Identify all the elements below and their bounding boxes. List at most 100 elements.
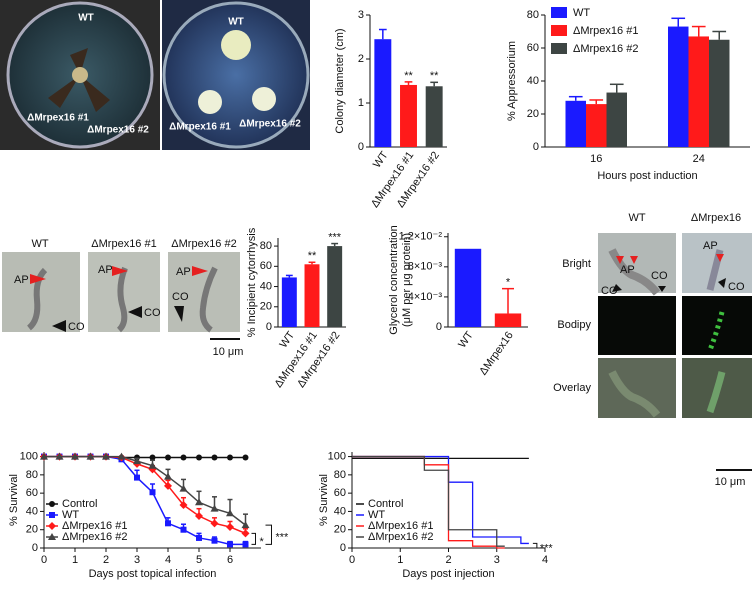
y-tick-label: 40 <box>334 505 346 517</box>
x-tick-label: ΔMrpex16 <box>477 330 516 378</box>
y-tick-label: 100 <box>328 450 346 462</box>
bar <box>327 246 343 327</box>
marker <box>227 454 233 461</box>
marker <box>164 481 172 490</box>
y-tick-label: 0 <box>32 542 38 554</box>
ap-label: AP <box>98 264 113 276</box>
co-label: CO <box>601 285 618 297</box>
co-label: CO <box>172 291 189 303</box>
y-tick-label: 40 <box>26 505 38 517</box>
column-label: ΔMrpex16 <box>691 212 741 224</box>
scale-label: 10 μm <box>213 346 244 358</box>
plate-label: WT <box>78 13 94 24</box>
marker <box>180 526 187 533</box>
legend-label: Control <box>62 498 97 510</box>
y-tick-label: 0 <box>266 321 272 333</box>
plate-label: ΔMrpex16 #2 <box>87 125 149 136</box>
row-label: Overlay <box>553 382 591 394</box>
bar <box>709 39 730 147</box>
legend-label: ΔMrpex16 #2 <box>573 43 638 55</box>
x-tick-label: 6 <box>227 554 233 566</box>
legend-label: ΔMrpex16 #2 <box>62 531 127 543</box>
co-label: CO <box>68 321 85 333</box>
legend-label: ΔMrpex16 #1 <box>368 520 433 532</box>
y-tick-label: 80 <box>26 469 38 481</box>
marker <box>241 529 250 538</box>
marker <box>211 454 218 461</box>
x-axis-label: Hours post induction <box>597 170 697 182</box>
bar <box>586 104 607 147</box>
x-axis-label: Days post injection <box>402 568 494 580</box>
marker <box>210 519 219 528</box>
y-tick-label: 80 <box>260 240 272 252</box>
x-tick-label: 16 <box>590 153 602 165</box>
marker <box>165 520 171 527</box>
line <box>44 455 246 526</box>
marker <box>241 521 250 529</box>
ap-label: AP <box>14 274 29 286</box>
y-tick-label: 0 <box>436 321 442 333</box>
bar <box>374 39 392 148</box>
x-tick-label: 24 <box>693 153 705 165</box>
plate-photos: WT ΔMrpex16 #1 ΔMrpex16 #2 WT ΔMrpex16 #… <box>0 0 310 150</box>
marker <box>195 498 203 506</box>
x-tick-label: WT <box>371 149 391 170</box>
y-tick-label: 8×10⁻³ <box>408 261 443 273</box>
plate-label: ΔMrpex16 #2 <box>239 119 301 130</box>
x-tick-label: 5 <box>196 554 202 566</box>
y-tick-label: 20 <box>260 301 272 313</box>
x-tick-label: 4 <box>165 554 171 566</box>
marker <box>148 461 157 469</box>
marker <box>117 452 126 460</box>
bar <box>454 248 482 327</box>
legend-label: WT <box>368 509 385 521</box>
y-tick-label: 0 <box>358 141 364 153</box>
significance: *** <box>276 532 290 544</box>
micrograph-label: WT <box>31 238 48 250</box>
ap-label: AP <box>703 240 718 252</box>
y-tick-label: 20 <box>334 524 346 536</box>
y-tick-label: 40 <box>260 280 272 292</box>
y-tick-label: 80 <box>527 9 539 21</box>
bar <box>606 92 627 147</box>
marker <box>242 454 249 461</box>
y-axis-label: % Survival <box>318 474 330 526</box>
legend-label: ΔMrpex16 #1 <box>573 25 638 37</box>
bar <box>281 277 297 327</box>
marker <box>164 472 172 480</box>
bracket <box>251 532 256 545</box>
y-tick-label: 60 <box>26 487 38 499</box>
bar <box>494 313 522 327</box>
micrograph-label: ΔMrpex16 #1 <box>91 238 156 250</box>
y-tick-label: 20 <box>527 108 539 120</box>
row-label: Bodipy <box>557 319 591 331</box>
y-tick-label: 40 <box>527 75 539 87</box>
x-tick-label: 2 <box>445 554 451 566</box>
bracket <box>532 542 538 549</box>
marker <box>133 457 141 465</box>
y-tick-label: 20 <box>26 524 38 536</box>
marker <box>149 454 156 461</box>
marker <box>196 454 202 461</box>
step-line <box>352 455 529 545</box>
legend-label: ΔMrpex16 #2 <box>368 531 433 543</box>
x-tick-label: 4 <box>542 554 548 566</box>
y-tick-label: 100 <box>20 450 38 462</box>
bracket <box>265 524 272 545</box>
ap-label: AP <box>620 264 635 276</box>
marker <box>210 504 219 512</box>
x-tick-label: 3 <box>494 554 500 566</box>
marker <box>149 489 156 496</box>
significance: *** <box>328 231 342 243</box>
marker <box>165 454 171 461</box>
co-label: CO <box>651 270 668 282</box>
legend-label: Control <box>368 498 403 510</box>
column-label: WT <box>628 212 645 224</box>
legend-label: WT <box>62 509 79 521</box>
plate-label: ΔMrpex16 #1 <box>27 113 89 124</box>
y-tick-label: 60 <box>260 260 272 272</box>
x-tick-label: 1 <box>72 554 78 566</box>
y-tick-label: 4×10⁻³ <box>408 291 443 303</box>
marker <box>55 452 64 460</box>
